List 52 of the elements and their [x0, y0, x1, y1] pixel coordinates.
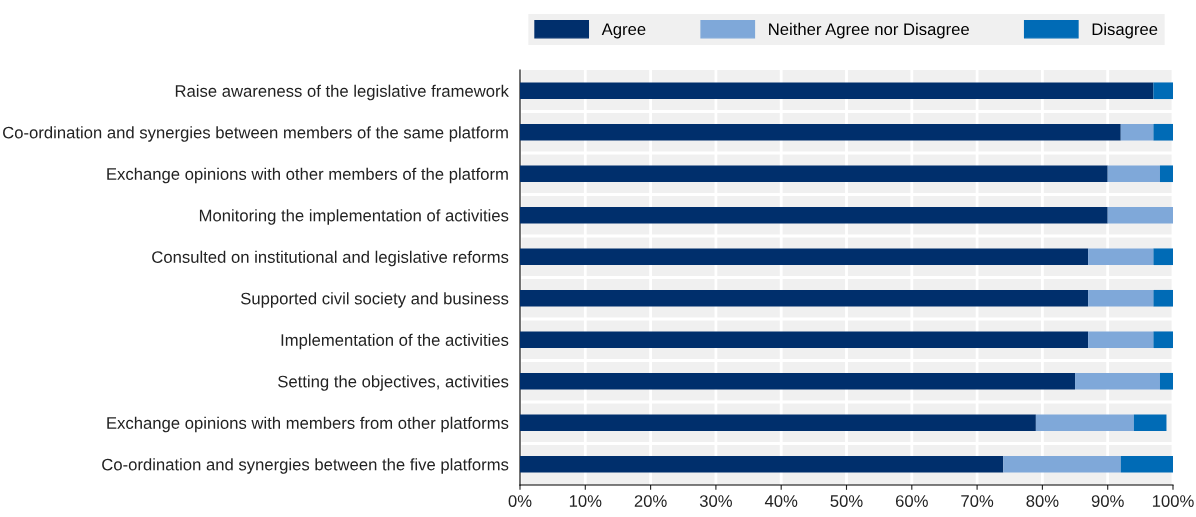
x-tick-label: 50%	[830, 495, 863, 507]
bar	[1159, 165, 1173, 183]
bar	[520, 455, 1004, 473]
x-tick-label: 70%	[961, 495, 994, 507]
bar	[1088, 248, 1154, 266]
bar	[520, 414, 1036, 432]
bar	[1153, 123, 1173, 141]
y-tick-label: Co-ordination and synergies between members of the same platform	[3, 126, 508, 142]
bar	[1120, 455, 1173, 473]
legend-label: Agree	[601, 23, 646, 39]
x-tick-label: 30%	[699, 495, 732, 507]
y-tick-label: Supported civil society and business	[240, 292, 509, 308]
bar	[1159, 372, 1173, 390]
bar	[1133, 414, 1167, 432]
legend-label: Disagree	[1092, 22, 1158, 39]
bar	[520, 289, 1089, 307]
bar	[1075, 372, 1160, 390]
x-tick-label: 60%	[895, 495, 928, 507]
bar	[1153, 289, 1173, 307]
bar	[520, 165, 1108, 183]
y-tick-label: Setting the objectives, activities	[278, 375, 509, 391]
y-tick-label: Implementation of the activities	[281, 333, 509, 350]
x-tick-label: 0%	[508, 495, 532, 507]
bar	[520, 206, 1108, 224]
y-tick-label: Consulted on institutional and legislative reforms	[152, 250, 509, 267]
y-tick-label: Raise awareness of the legislative framework	[175, 84, 509, 101]
x-tick-label: 20%	[634, 495, 667, 507]
x-tick-label: 80%	[1026, 495, 1059, 507]
y-tick-label: Co-ordination and synergies between the five platforms	[102, 458, 509, 474]
bar	[1035, 414, 1134, 432]
bar	[520, 372, 1076, 390]
bar	[1088, 289, 1154, 307]
bar	[520, 123, 1121, 141]
bar	[1088, 331, 1154, 349]
y-tick-label: Exchange opinions with other members of the platform	[107, 167, 508, 184]
bar	[520, 331, 1089, 349]
y-tick-label: Monitoring the implementation of activities	[199, 209, 509, 225]
bar	[1120, 123, 1154, 141]
x-tick-label: 10%	[569, 495, 602, 507]
x-tick-label: 100%	[1152, 495, 1194, 507]
legend-label: Neither Agree nor Disagree	[769, 22, 969, 39]
bar	[1003, 455, 1121, 473]
x-tick-label: 90%	[1091, 495, 1124, 507]
bar	[520, 248, 1089, 266]
bar	[1153, 82, 1173, 100]
bar	[520, 82, 1154, 100]
bar	[1153, 248, 1173, 266]
bar	[1107, 206, 1173, 224]
bar	[1153, 331, 1173, 349]
y-tick-label: Exchange opinions with members from other platforms	[107, 416, 509, 433]
bar	[1107, 165, 1160, 183]
x-tick-label: 40%	[764, 495, 798, 507]
